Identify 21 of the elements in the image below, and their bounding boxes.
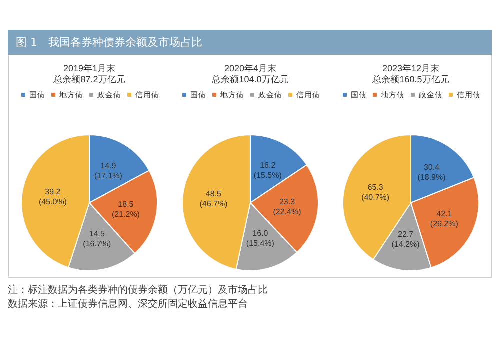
data-label: 30.4 (18.9%)	[418, 162, 446, 182]
chart-title: 2019年1月末	[63, 64, 116, 74]
chart-subtitle: 总余额160.5万亿元	[372, 74, 450, 84]
chart-title: 2020年4月末	[224, 64, 277, 74]
chart-subtitle: 总余额104.0万亿元	[211, 74, 289, 84]
chart-subtitle: 总余额87.2万亿元	[52, 74, 126, 84]
source-note: 数据来源：上证债券信息网、深交所固定收益信息平台	[8, 298, 249, 312]
data-label: 48.5 (46.7%)	[200, 190, 228, 209]
data-label: 18.5 (21.2%)	[112, 200, 140, 219]
chart-title: 2023年12月末	[382, 64, 440, 74]
caption: 图 1 我国各券种债券余额及市场占比	[8, 30, 492, 55]
data-label: 42.1 (26.2%)	[430, 209, 459, 228]
data-label: 14.9 (17.1%)	[94, 162, 123, 181]
data-label: 14.5 (16.7%)	[83, 230, 112, 249]
data-label: 16.0 (15.4%)	[246, 229, 275, 248]
data-label: 16.2 (15.5%)	[254, 160, 282, 180]
text: 注：标注数据为各类券种的债券余额（万亿元）及市场占比	[8, 284, 269, 298]
data-label: 39.2 (45.0%)	[38, 188, 68, 207]
data-label: 22.7 (14.2%)	[392, 230, 420, 250]
data-label: 23.3 (22.4%)	[273, 198, 302, 217]
data-label: 65.3 (40.7%)	[362, 182, 390, 202]
